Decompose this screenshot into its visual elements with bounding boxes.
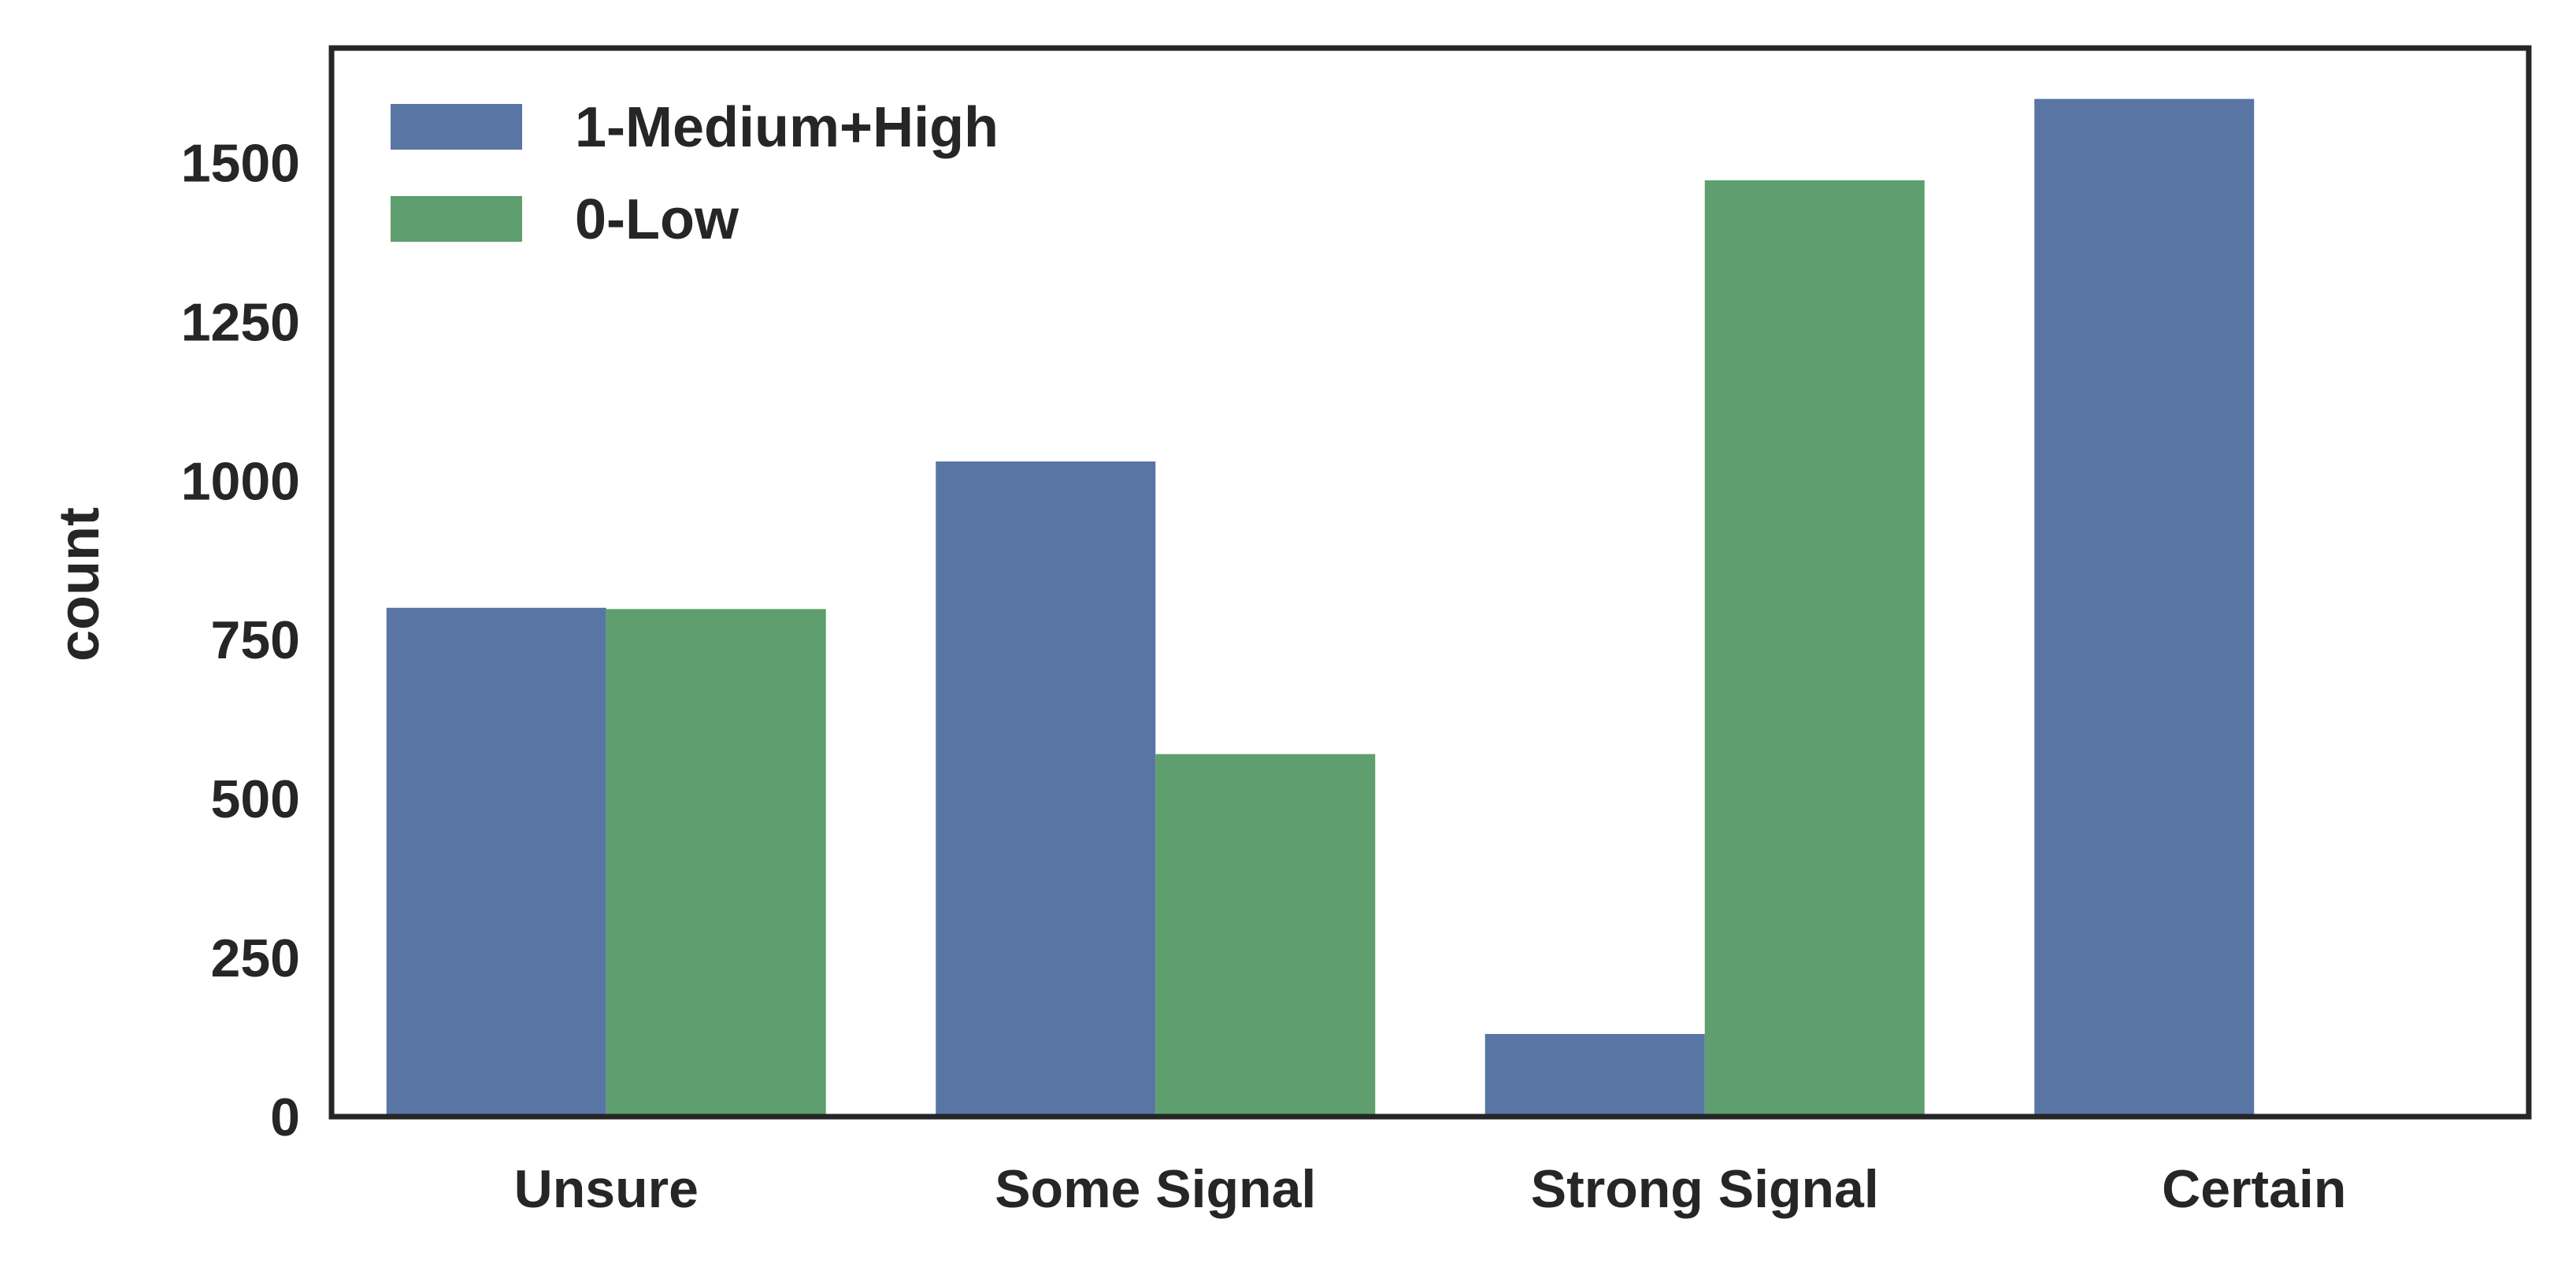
x-tick-label: Unsure (514, 1159, 699, 1219)
y-axis-label: count (48, 507, 111, 661)
y-tick-label: 500 (211, 769, 300, 829)
x-tick-label: Certain (2162, 1159, 2346, 1219)
y-tick-label: 1500 (181, 133, 300, 193)
y-tick-label: 750 (211, 610, 300, 670)
bars-group (386, 98, 2255, 1117)
legend: 1-Medium+High 0-Low (391, 96, 999, 251)
bar-certain-1-medium-high (2034, 98, 2255, 1117)
y-tick-labels: 0 250 500 750 1000 1250 1500 (181, 133, 300, 1147)
x-tick-labels: Unsure Some Signal Strong Signal Certain (514, 1159, 2347, 1219)
y-tick-label: 250 (211, 928, 300, 988)
bar-unsure-1-medium-high (386, 607, 606, 1117)
plot-frame (328, 45, 2532, 1120)
y-tick-label: 1000 (181, 451, 300, 511)
legend-swatch-1-medium-high (391, 104, 522, 150)
x-tick-label: Strong Signal (1531, 1159, 1879, 1219)
bar-some-signal-0-low (1155, 754, 1376, 1117)
bar-some-signal-1-medium-high (936, 461, 1156, 1117)
bar-strong-signal-0-low (1704, 180, 1925, 1117)
legend-label: 0-Low (575, 188, 739, 251)
y-tick-label: 1250 (181, 292, 300, 352)
y-tick-label: 0 (270, 1088, 300, 1147)
bar-unsure-0-low (606, 609, 826, 1117)
legend-swatch-0-low (391, 196, 522, 242)
legend-label: 1-Medium+High (575, 96, 999, 159)
bar-strong-signal-1-medium-high (1484, 1033, 1705, 1117)
x-tick-label: Some Signal (995, 1159, 1316, 1219)
